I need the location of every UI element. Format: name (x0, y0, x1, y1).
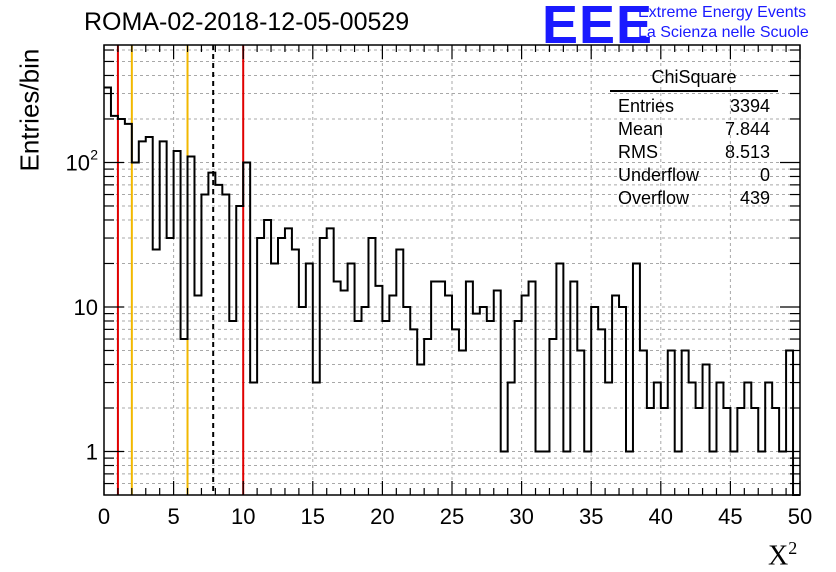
x-tick-label: 45 (718, 504, 742, 529)
y-tick-label: 10 (74, 295, 98, 320)
x-axis-label: X2 (768, 538, 798, 572)
x-tick-label: 0 (98, 504, 110, 529)
x-tick-label: 20 (370, 504, 394, 529)
x-tick-label: 25 (440, 504, 464, 529)
stats-row-overflow: Overflow 439 (618, 188, 770, 208)
y-tick-label-exponent: 2 (90, 146, 98, 162)
x-tick-label: 30 (509, 504, 533, 529)
axis-ticks (103, 45, 801, 495)
histogram-outline (104, 86, 800, 496)
stats-box: ChiSquare Entries 3394 Mean 7.844 RMS 8.513… (610, 67, 778, 210)
stats-row-mean: Mean 7.844 (618, 119, 770, 139)
stats-title: ChiSquare (610, 67, 778, 92)
histogram (104, 86, 800, 496)
logo-line-2: La Scienza nelle Scuole (638, 24, 809, 41)
chart-title: ROMA-02-2018-12-05-00529 (84, 8, 410, 36)
logo-line-1: Extreme Energy Events (638, 4, 807, 21)
stats-row-entries: Entries 3394 (618, 96, 770, 116)
x-tick-label: 10 (231, 504, 255, 529)
x-tick-label: 15 (301, 504, 325, 529)
x-tick-label: 50 (788, 504, 812, 529)
stats-row-underflow: Underflow 0 (618, 165, 770, 185)
x-tick-label: 5 (167, 504, 179, 529)
x-tick-label: 35 (579, 504, 603, 529)
eee-logo: EEE (542, 0, 654, 55)
x-tick-label: 40 (649, 504, 673, 529)
reference-lines (116, 45, 245, 495)
stats-row-rms: RMS 8.513 (618, 142, 770, 162)
y-tick-label: 10 (66, 150, 90, 175)
y-tick-label: 1 (86, 439, 98, 464)
